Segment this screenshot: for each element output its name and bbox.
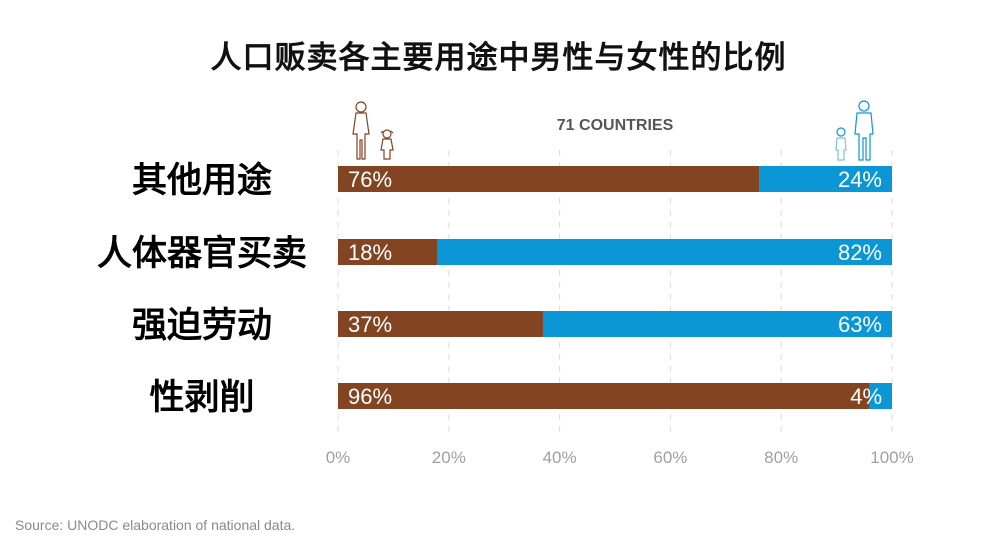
- female-data-label: 96%: [348, 384, 392, 409]
- category-label: 强迫劳动: [132, 306, 272, 346]
- female-bar: [338, 239, 438, 265]
- x-tick-label: 60%: [653, 448, 687, 467]
- female-data-label: 76%: [348, 167, 392, 192]
- category-label: 性剥削: [149, 378, 254, 418]
- male-bar: [869, 383, 892, 409]
- female-data-label: 18%: [348, 240, 392, 265]
- male-data-label: 24%: [838, 167, 882, 192]
- male-bar: [759, 166, 892, 192]
- category-label: 其他用途: [132, 160, 272, 201]
- male-bar: [542, 311, 892, 337]
- x-tick-label: 40%: [543, 448, 577, 467]
- chart-title: 人口贩卖各主要用途中男性与女性的比例: [210, 40, 787, 76]
- chart-subtitle: 71 COUNTRIES: [556, 117, 674, 134]
- male-data-label: 63%: [838, 312, 882, 337]
- female-bar: [338, 311, 543, 337]
- female-bar: [338, 383, 870, 409]
- x-tick-label: 80%: [764, 448, 798, 467]
- female-data-label: 37%: [348, 312, 392, 337]
- x-tick-label: 20%: [432, 448, 466, 467]
- male-and-boy-icon: [835, 100, 874, 161]
- male-data-label: 4%: [850, 384, 882, 409]
- male-bar: [437, 239, 892, 265]
- male-data-label: 82%: [838, 240, 882, 265]
- category-label: 人体器官买卖: [97, 234, 307, 274]
- x-tick-label: 100%: [870, 448, 913, 467]
- source-note: Source: UNODC elaboration of national da…: [15, 517, 296, 533]
- female-bar: [338, 166, 760, 192]
- female-and-girl-icon: [352, 101, 394, 160]
- x-tick-label: 0%: [326, 448, 351, 467]
